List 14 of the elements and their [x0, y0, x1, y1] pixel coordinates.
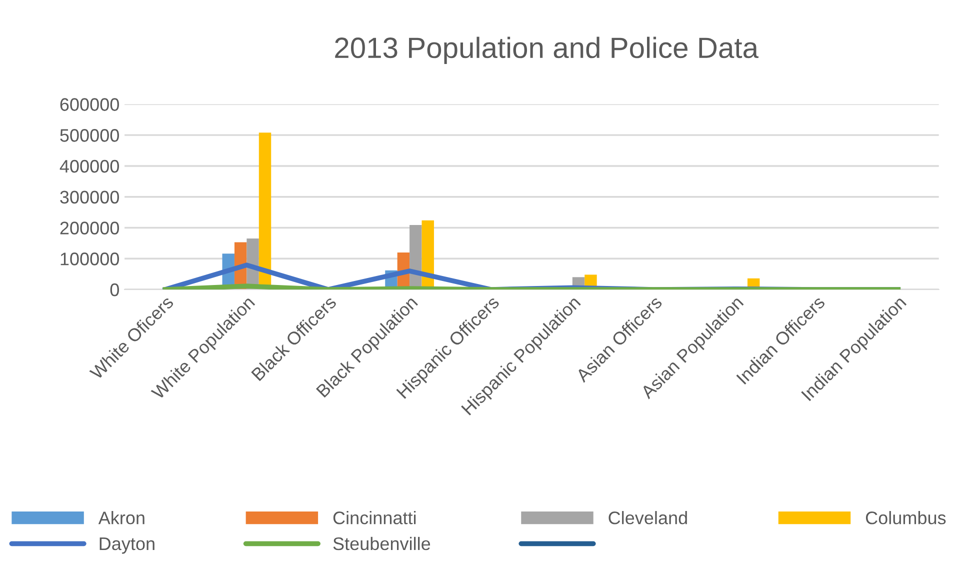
y-tick-label: 500000	[60, 129, 119, 142]
legend-label: Cleveland	[608, 511, 687, 524]
y-tick-label: 400000	[60, 160, 119, 173]
y-tick-label: 100000	[60, 252, 119, 266]
legend-label: Akron	[98, 511, 144, 524]
legend-label: Cincinnatti	[333, 511, 416, 524]
y-tick-label: 600000	[60, 98, 119, 111]
legend-label: Dayton	[100, 538, 154, 554]
y-tick-label: 200000	[60, 222, 119, 234]
y-tick-label: 0	[110, 283, 119, 296]
legend-label: Columbus	[866, 511, 946, 524]
chart-title: 2013 Population and Police Data	[335, 36, 758, 64]
y-tick-label: 300000	[60, 190, 119, 204]
legend-label: Steubenville	[333, 536, 430, 550]
